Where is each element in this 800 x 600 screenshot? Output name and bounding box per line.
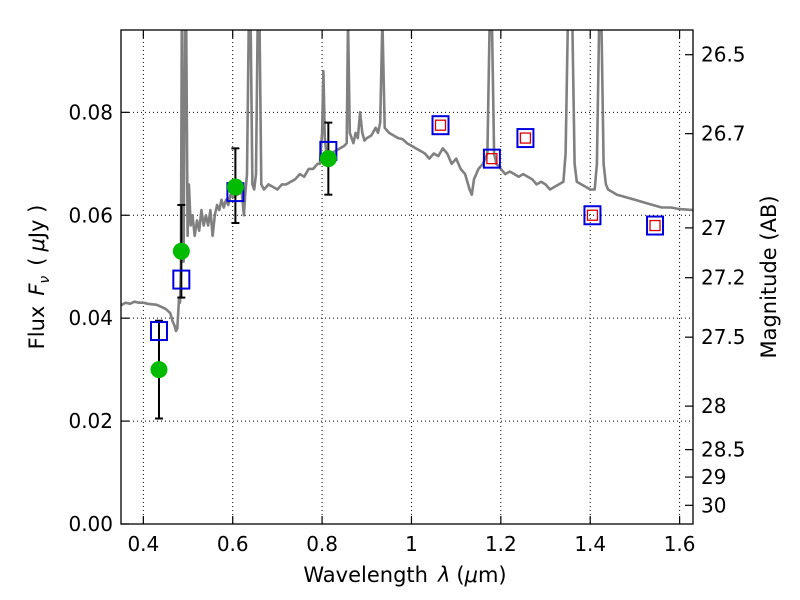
x-tick-label: 0.8 [306, 532, 338, 556]
y2-axis-title: Magnitude (AB) [757, 195, 781, 358]
blue-square-marker [431, 115, 450, 136]
x-tick-label: 1 [405, 532, 418, 556]
y2-tick-label: 30 [701, 493, 726, 517]
red-square-marker [649, 219, 661, 232]
y-tick-label: 0.08 [68, 100, 113, 124]
y-tick-label: 0.06 [68, 203, 113, 227]
red-square-marker [486, 152, 498, 165]
blue-square-marker [516, 128, 535, 149]
y-tick-label: 0.00 [68, 512, 113, 536]
y2-tick-label: 27.5 [701, 325, 746, 349]
blue-square-marker [482, 148, 501, 169]
spectrum-layer [121, 30, 693, 333]
ticks-layer: 0.4 0.6 0.8 1 1.2 1.4 1.6 0.00 0.02 0.04 0.06 0.08 2… [68, 30, 746, 556]
blue-square-marker [583, 205, 602, 226]
blue-square-marker [149, 321, 168, 342]
y-tick-label: 0.04 [68, 306, 113, 330]
grid [121, 30, 693, 525]
x-axis-title: Wavelength λ (μm) [303, 563, 506, 587]
points-layer [149, 115, 665, 420]
y2-tick-label: 29 [701, 465, 726, 489]
green-circle-marker [319, 150, 337, 168]
green-circle-marker [172, 242, 190, 260]
y2-tick-label: 26.5 [701, 43, 746, 67]
y2-tick-label: 26.7 [701, 122, 746, 146]
red-square-marker [519, 132, 532, 144]
x-tick-label: 1.6 [664, 532, 696, 556]
spectrum-line [121, 30, 693, 333]
red-square-marker [434, 119, 447, 131]
blue-square-marker [172, 269, 191, 290]
x-tick-label: 1.2 [485, 532, 517, 556]
green-circle-marker [150, 361, 168, 379]
green-circle-marker [226, 178, 244, 196]
y2-tick-label: 27.2 [701, 266, 746, 290]
red-square-marker [586, 209, 599, 221]
y-axis-title: FluxFν(μJy ) [25, 205, 53, 350]
x-tick-label: 1.4 [574, 532, 606, 556]
blue-square-marker [646, 215, 665, 236]
y2-tick-label: 28.5 [701, 438, 746, 462]
y2-tick-label: 27 [701, 216, 726, 240]
x-tick-label: 0.4 [127, 532, 159, 556]
x-tick-label: 0.6 [217, 532, 249, 556]
y2-tick-label: 28 [701, 394, 726, 418]
plot-frame [120, 29, 694, 525]
y-tick-label: 0.02 [68, 409, 113, 433]
